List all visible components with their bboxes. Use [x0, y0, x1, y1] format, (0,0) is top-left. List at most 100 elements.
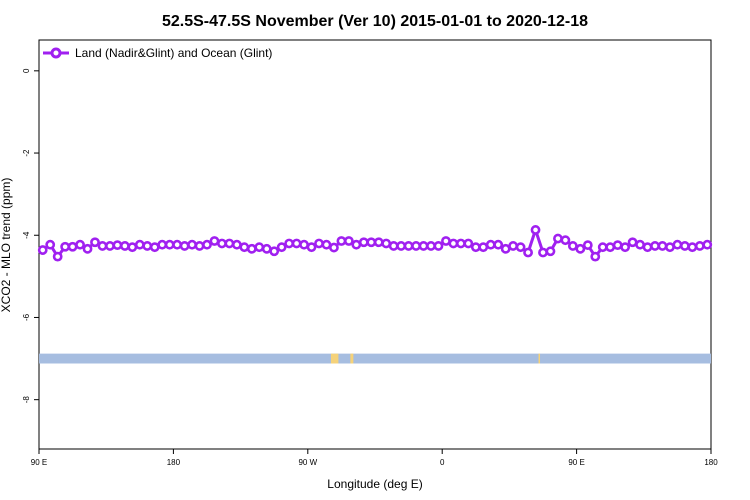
data-point	[246, 243, 257, 254]
data-point	[702, 239, 713, 250]
data-point	[545, 246, 556, 257]
data-point	[672, 239, 683, 250]
data-point	[620, 242, 631, 253]
data-point	[665, 242, 675, 253]
data-point	[567, 241, 578, 251]
data-point	[149, 242, 160, 253]
data-point	[299, 239, 309, 250]
data-point	[97, 241, 108, 251]
x-axis: 90 E 180 90 W 0 90 E 180	[31, 449, 718, 467]
data-point	[329, 242, 339, 253]
data-point	[321, 239, 332, 250]
data-point	[306, 242, 317, 253]
data-point	[75, 239, 85, 250]
data-point	[351, 239, 362, 250]
data-point	[276, 242, 287, 253]
data-point	[538, 247, 548, 258]
data-point	[650, 241, 660, 251]
y-tick-label-0: 0	[22, 68, 31, 73]
data-point	[508, 241, 519, 251]
data-point	[105, 241, 115, 251]
data-point	[448, 238, 459, 249]
chart-title: 52.5S-47.5S November (Ver 10) 2015-01-01…	[162, 13, 588, 30]
data-point	[172, 239, 183, 250]
data-point	[284, 238, 295, 249]
data-point	[231, 239, 242, 250]
land-segment-1	[350, 353, 354, 364]
data-point	[463, 238, 474, 249]
data-point	[478, 242, 489, 253]
data-point	[343, 236, 354, 246]
data-point	[366, 237, 377, 248]
data-point	[224, 238, 235, 249]
data-point	[612, 240, 623, 251]
land-segment-2	[538, 353, 541, 364]
y-axis-label: XCO2 - MLO trend (ppm)	[0, 178, 13, 313]
x-tick-label-2: 90 W	[298, 458, 317, 467]
data-point	[194, 241, 205, 251]
data-point	[45, 239, 56, 250]
data-point	[37, 245, 48, 255]
data-point	[560, 235, 571, 246]
ocean-band	[39, 353, 711, 364]
data-point	[635, 239, 645, 250]
data-point	[119, 241, 130, 251]
data-point	[455, 238, 466, 249]
x-tick-label-5: 180	[704, 458, 718, 467]
x-tick-label-3: 0	[440, 458, 445, 467]
data-point	[381, 238, 392, 249]
data-point	[500, 243, 511, 254]
data-point	[179, 241, 190, 251]
data-point	[575, 243, 586, 254]
data-point	[426, 241, 436, 251]
y-tick-label-2: -4	[22, 231, 31, 239]
data-point	[411, 241, 421, 251]
data-point	[157, 239, 168, 250]
data-point	[127, 242, 138, 253]
x-tick-label-4: 90 E	[568, 458, 584, 467]
data-point	[209, 236, 220, 246]
data-point	[60, 241, 71, 252]
series-layer	[37, 225, 713, 262]
data-point	[642, 242, 653, 253]
data-point	[515, 242, 526, 253]
data-point	[202, 239, 212, 250]
data-point	[52, 251, 63, 262]
y-tick-label-1: -2	[22, 149, 31, 157]
data-point	[134, 239, 145, 250]
data-point	[433, 241, 444, 251]
data-point	[590, 251, 601, 262]
data-point	[187, 239, 197, 250]
data-point	[403, 241, 414, 251]
data-point	[142, 241, 153, 251]
legend-label: Land (Nadir&Glint) and Ocean (Glint)	[75, 46, 272, 60]
data-point	[485, 239, 496, 250]
plot-area	[37, 39, 713, 450]
data-point	[254, 242, 265, 253]
data-point	[112, 240, 123, 251]
data-point	[388, 241, 399, 251]
data-point	[493, 239, 504, 250]
data-point	[530, 225, 541, 235]
data-point	[605, 242, 616, 253]
data-point	[336, 236, 347, 246]
data-point	[67, 241, 78, 252]
data-point	[269, 246, 280, 257]
data-point	[694, 241, 705, 251]
data-point	[82, 243, 93, 254]
data-point	[90, 237, 100, 248]
data-point	[358, 237, 369, 248]
data-point	[217, 238, 227, 249]
data-point	[627, 237, 638, 248]
x-tick-label-1: 180	[167, 458, 181, 467]
x-tick-label-0: 90 E	[31, 458, 47, 467]
surface-band	[39, 353, 711, 364]
data-point	[314, 238, 324, 249]
data-point	[657, 241, 668, 251]
y-tick-label-4: -8	[22, 396, 31, 404]
data-point	[523, 247, 533, 258]
data-point	[291, 238, 302, 249]
data-point	[441, 236, 451, 246]
data-point	[470, 242, 481, 253]
